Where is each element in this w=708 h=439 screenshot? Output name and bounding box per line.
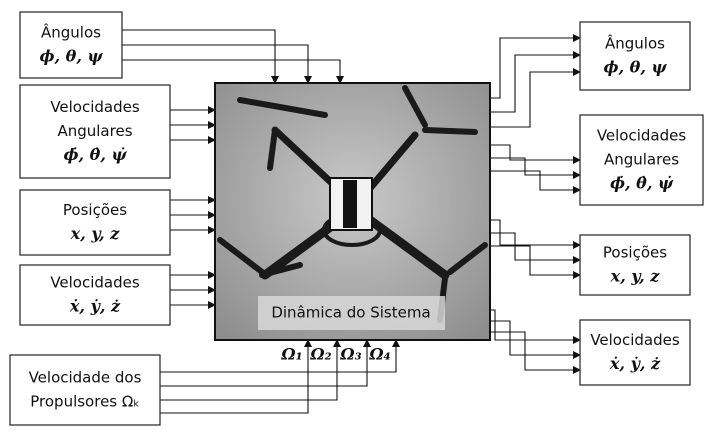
box	[579, 21, 691, 91]
arrow	[160, 339, 371, 387]
arrow	[490, 170, 581, 194]
drone-illustration	[217, 85, 488, 323]
box-label: Propulsores Ωₖ	[30, 393, 139, 411]
box-symbols: ϕ̇, θ̇, ψ̇	[610, 174, 674, 193]
input-label: Ω₁	[280, 345, 302, 364]
arrow	[490, 309, 581, 344]
drone-battery	[343, 180, 357, 228]
wires	[122, 29, 581, 414]
box	[19, 189, 171, 256]
arrow	[490, 331, 581, 374]
arrow	[490, 68, 581, 128]
box-label: Angulares	[57, 122, 132, 140]
system-label-bg	[258, 296, 445, 330]
box-label: Ângulos	[605, 34, 665, 53]
input-label: Ω₂	[309, 345, 331, 364]
system-label: Dinâmica do Sistema	[271, 304, 430, 322]
box-symbols: ẋ, ẏ, ż	[609, 354, 661, 373]
arrow	[490, 51, 581, 113]
box-label: Ângulos	[41, 23, 101, 42]
box-symbols: ẋ, ẏ, ż	[69, 297, 121, 316]
system-block: Dinâmica do Sistema	[214, 82, 491, 341]
box-label: Angulares	[604, 151, 679, 169]
box-symbols: ϕ, θ, ψ	[39, 47, 103, 66]
box	[19, 84, 171, 179]
box-label: Velocidades	[50, 98, 140, 116]
input-label: Ω₄	[368, 345, 390, 364]
box	[579, 319, 691, 386]
box-symbols: ϕ, θ, ψ	[603, 58, 667, 77]
arrow	[490, 144, 581, 164]
box-label: Posições	[603, 244, 667, 262]
box-label: Velocidades	[597, 127, 687, 145]
arrow	[160, 339, 341, 401]
box-label: Velocidades	[590, 331, 680, 349]
arrow	[490, 320, 581, 359]
box	[579, 234, 691, 296]
box-symbols: x, y, z	[70, 224, 121, 243]
arrow	[122, 59, 344, 84]
arrow	[122, 44, 312, 84]
box-label: Velocidades	[50, 274, 140, 292]
arrow	[490, 245, 581, 279]
arrow	[160, 339, 400, 373]
arrow	[122, 29, 279, 84]
box-label: Posições	[63, 201, 127, 219]
arrow	[490, 34, 581, 99]
box	[9, 354, 161, 426]
arrow	[160, 339, 312, 414]
input-label: Ω₃	[339, 345, 361, 364]
box-symbols: ϕ̇, θ̇, ψ̇	[63, 145, 127, 164]
box-label: Velocidade dos	[29, 369, 142, 387]
box	[19, 11, 123, 79]
box	[19, 264, 171, 326]
box-symbols: x, y, z	[610, 267, 661, 286]
box	[579, 114, 704, 206]
arrow	[490, 157, 581, 179]
